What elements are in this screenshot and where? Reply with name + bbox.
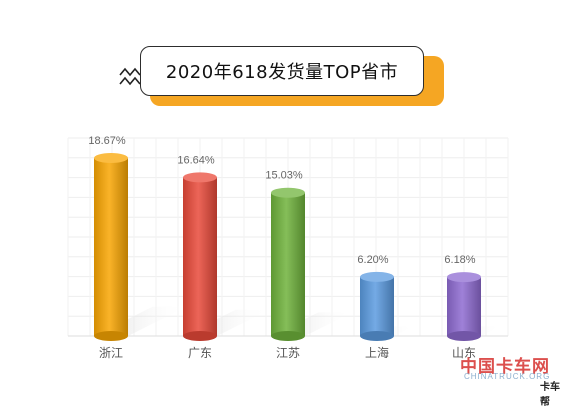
value-labels: 18.67% 16.64% 15.03% 6.20% 6.18% [88, 135, 475, 266]
bar-base-5 [447, 331, 481, 341]
x-tick-label: 广东 [188, 346, 212, 360]
bar-base-1 [94, 331, 128, 341]
bar-3 [271, 192, 305, 336]
bar-base-2 [183, 331, 217, 341]
bar-cap-4 [360, 271, 394, 282]
x-tick-label: 山东 [452, 346, 476, 360]
zigzag-left-bottom [119, 76, 141, 86]
watermark-name: 中国卡车网 [460, 357, 550, 377]
bars [94, 153, 481, 341]
bar-cap-3 [271, 187, 305, 198]
value-label: 18.67% [88, 135, 126, 147]
watermark: 中国卡车网 CHINATRUCK.ORG 卡车帮 [440, 352, 567, 418]
value-label: 6.20% [357, 254, 388, 266]
bar-5 [447, 277, 481, 336]
bar-base-3 [271, 331, 305, 341]
x-tick-labels: 浙江 广东 江苏 上海 山东 [99, 345, 476, 360]
zigzag-left-top [119, 67, 141, 77]
watermark-logo-text: 卡车帮 [540, 382, 560, 408]
bar-cap-2 [183, 172, 217, 183]
bar-1 [94, 158, 128, 336]
value-label: 6.18% [444, 254, 475, 266]
x-tick-label: 江苏 [276, 346, 300, 360]
bar-cap-5 [447, 272, 481, 283]
value-label: 16.64% [177, 154, 215, 166]
watermark-site: CHINATRUCK.ORG [464, 372, 551, 381]
bar-2 [183, 177, 217, 336]
chart-title: 2020年618发货量TOP省市 [165, 62, 399, 83]
value-label: 15.03% [265, 170, 303, 182]
bar-4 [360, 276, 394, 336]
x-tick-label: 浙江 [99, 346, 123, 360]
title-box: 2020年618发货量TOP省市 [140, 46, 424, 96]
x-tick-label: 上海 [365, 345, 389, 360]
bar-base-4 [360, 331, 394, 341]
bar-cap-1 [94, 153, 128, 163]
